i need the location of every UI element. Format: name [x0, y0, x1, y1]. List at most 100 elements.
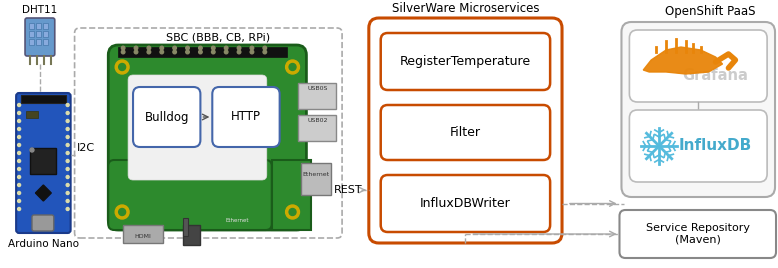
- Circle shape: [115, 60, 129, 74]
- Text: Filter: Filter: [450, 126, 481, 139]
- Circle shape: [18, 151, 20, 154]
- Bar: [183, 218, 187, 236]
- FancyBboxPatch shape: [25, 18, 54, 56]
- Bar: [21, 95, 65, 103]
- Circle shape: [251, 46, 254, 50]
- Polygon shape: [36, 185, 51, 201]
- FancyBboxPatch shape: [133, 87, 201, 147]
- Circle shape: [212, 50, 215, 54]
- FancyBboxPatch shape: [622, 22, 775, 197]
- Circle shape: [66, 192, 69, 195]
- Circle shape: [237, 50, 241, 54]
- Bar: [26, 111, 38, 118]
- Bar: [299, 83, 336, 109]
- Circle shape: [289, 209, 296, 215]
- Circle shape: [173, 50, 177, 54]
- Circle shape: [18, 159, 20, 162]
- FancyBboxPatch shape: [629, 110, 767, 182]
- Text: REST: REST: [334, 185, 363, 195]
- Circle shape: [121, 50, 125, 54]
- Circle shape: [66, 128, 69, 131]
- FancyBboxPatch shape: [108, 160, 272, 230]
- FancyBboxPatch shape: [619, 210, 776, 258]
- Text: Service Repository
(Maven): Service Repository (Maven): [646, 223, 750, 245]
- Text: I2C: I2C: [76, 143, 95, 153]
- Circle shape: [66, 159, 69, 162]
- FancyBboxPatch shape: [212, 87, 279, 147]
- Circle shape: [18, 199, 20, 203]
- Text: InfluxDBWriter: InfluxDBWriter: [420, 197, 511, 210]
- Circle shape: [119, 209, 125, 215]
- FancyBboxPatch shape: [629, 30, 767, 102]
- Circle shape: [66, 184, 69, 187]
- Circle shape: [66, 207, 69, 210]
- Bar: [272, 160, 311, 230]
- FancyBboxPatch shape: [369, 18, 562, 243]
- Circle shape: [66, 103, 69, 106]
- Bar: [123, 225, 163, 243]
- Circle shape: [66, 120, 69, 122]
- FancyBboxPatch shape: [380, 105, 550, 160]
- Text: DHT11: DHT11: [23, 5, 58, 15]
- Text: SBC (BBB, CB, RPi): SBC (BBB, CB, RPi): [166, 33, 270, 43]
- Circle shape: [18, 184, 20, 187]
- Text: Grafana: Grafana: [682, 68, 748, 83]
- Bar: [29, 31, 34, 37]
- Circle shape: [251, 50, 254, 54]
- Circle shape: [237, 46, 241, 50]
- Circle shape: [198, 50, 202, 54]
- Bar: [43, 39, 47, 45]
- Circle shape: [18, 103, 20, 106]
- Text: InfluxDB: InfluxDB: [678, 139, 752, 154]
- Bar: [36, 39, 41, 45]
- FancyBboxPatch shape: [380, 33, 550, 90]
- Text: HDMI: HDMI: [135, 233, 152, 239]
- Circle shape: [18, 111, 20, 114]
- Bar: [118, 47, 286, 57]
- Text: SilverWare Microservices: SilverWare Microservices: [391, 2, 539, 16]
- Circle shape: [18, 176, 20, 178]
- Circle shape: [147, 50, 151, 54]
- Circle shape: [119, 64, 125, 70]
- Circle shape: [66, 111, 69, 114]
- Circle shape: [186, 46, 189, 50]
- Circle shape: [263, 46, 267, 50]
- Bar: [36, 31, 41, 37]
- Circle shape: [289, 64, 296, 70]
- Circle shape: [121, 46, 125, 50]
- Text: RegisterTemperature: RegisterTemperature: [400, 55, 531, 68]
- Circle shape: [66, 176, 69, 178]
- Text: Bulldog: Bulldog: [145, 110, 189, 124]
- FancyBboxPatch shape: [128, 75, 267, 180]
- Circle shape: [212, 46, 215, 50]
- Polygon shape: [643, 47, 723, 74]
- Circle shape: [30, 148, 34, 152]
- Circle shape: [135, 46, 138, 50]
- Text: USB02: USB02: [307, 118, 328, 124]
- Circle shape: [18, 128, 20, 131]
- Circle shape: [18, 120, 20, 122]
- Text: USB0S: USB0S: [307, 87, 328, 91]
- FancyBboxPatch shape: [16, 93, 71, 233]
- Bar: [299, 115, 336, 141]
- Circle shape: [18, 143, 20, 147]
- Circle shape: [286, 60, 300, 74]
- Bar: [29, 39, 34, 45]
- Bar: [43, 23, 47, 29]
- FancyBboxPatch shape: [380, 175, 550, 232]
- Circle shape: [224, 50, 228, 54]
- Bar: [30, 148, 56, 174]
- Bar: [36, 23, 41, 29]
- Circle shape: [66, 168, 69, 170]
- Text: Ethernet: Ethernet: [303, 173, 330, 177]
- Circle shape: [18, 207, 20, 210]
- Circle shape: [66, 136, 69, 139]
- Circle shape: [18, 136, 20, 139]
- Circle shape: [263, 50, 267, 54]
- FancyBboxPatch shape: [108, 45, 307, 230]
- Bar: [29, 23, 34, 29]
- Bar: [183, 225, 201, 245]
- FancyBboxPatch shape: [32, 215, 54, 231]
- Circle shape: [115, 205, 129, 219]
- Circle shape: [135, 50, 138, 54]
